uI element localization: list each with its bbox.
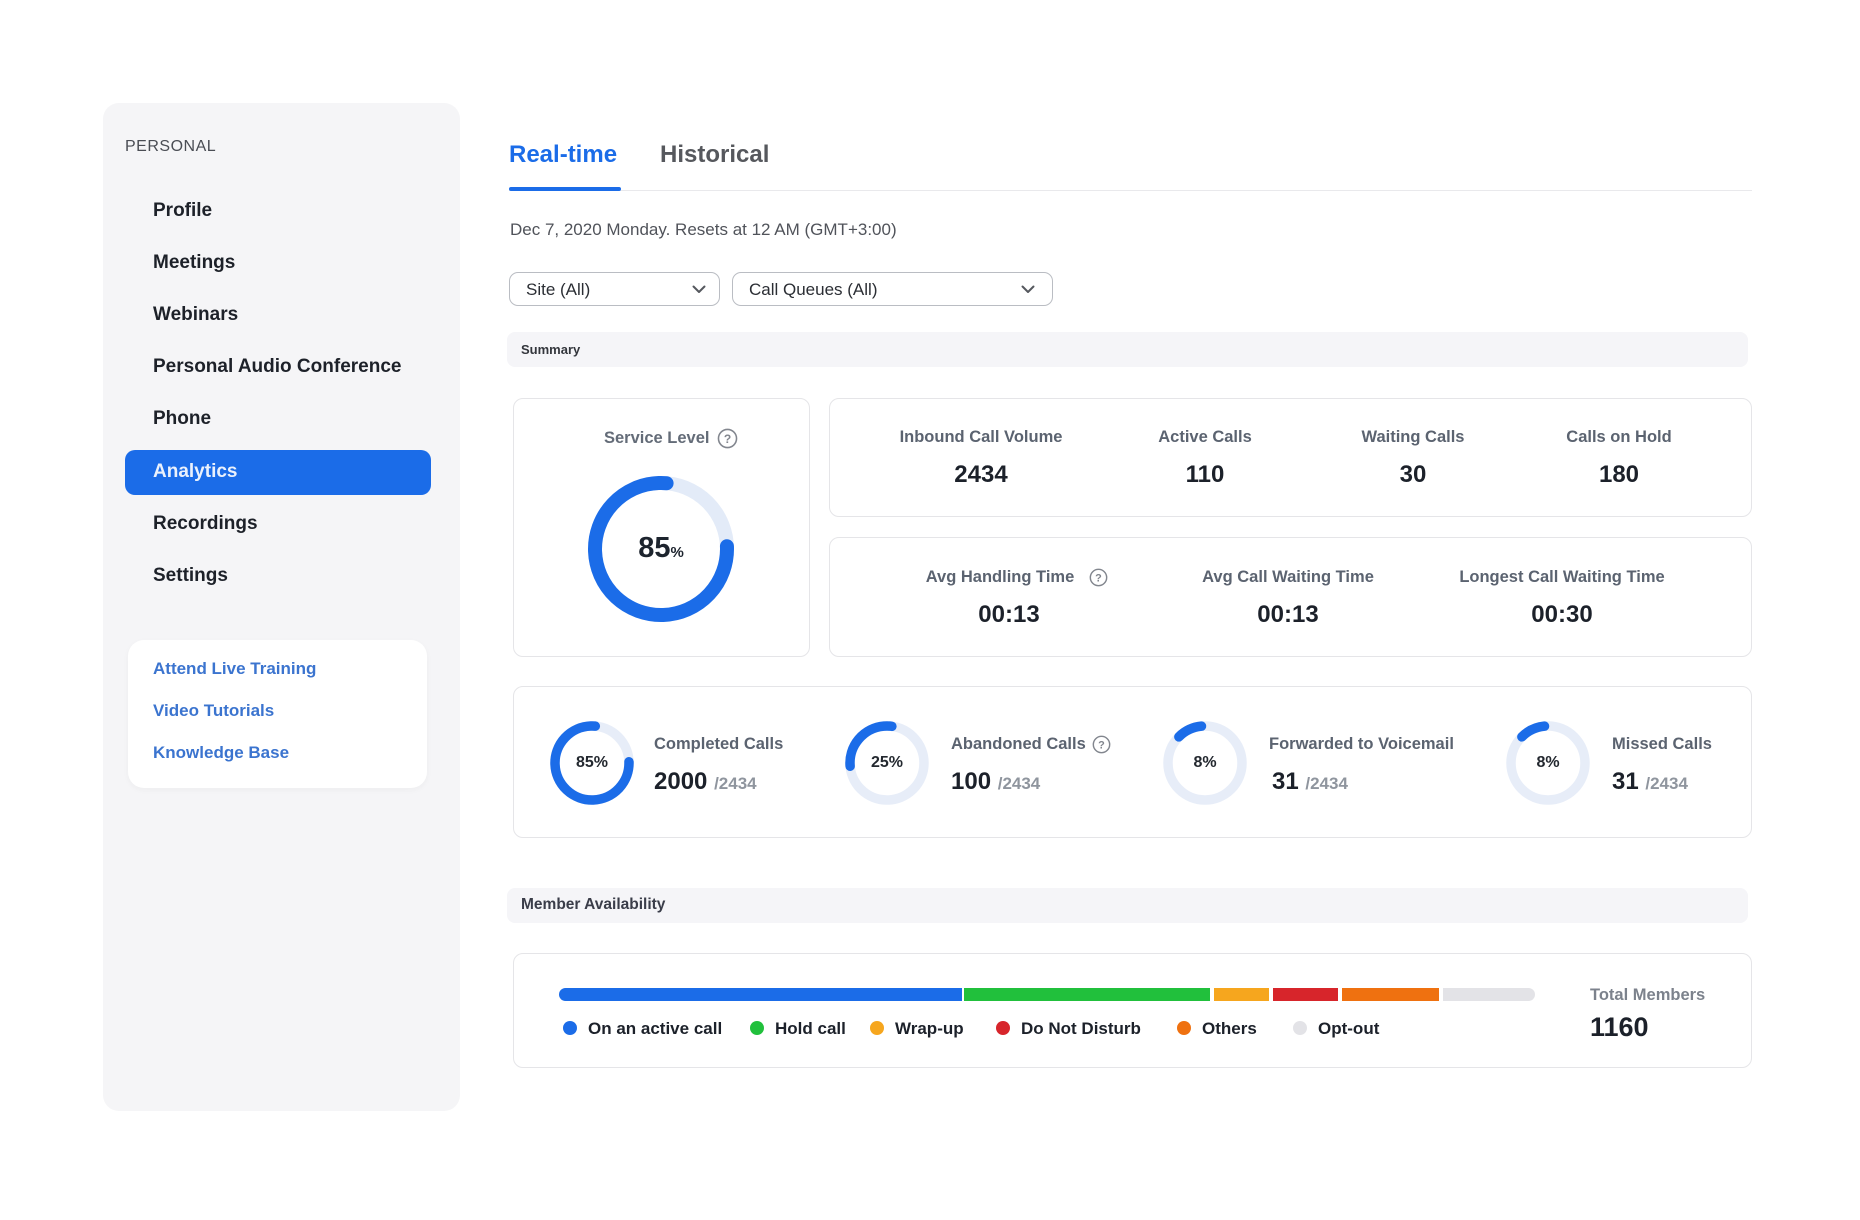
svg-text:?: ? (1098, 739, 1105, 751)
svg-text:?: ? (724, 432, 731, 446)
svg-text:?: ? (1095, 572, 1102, 584)
